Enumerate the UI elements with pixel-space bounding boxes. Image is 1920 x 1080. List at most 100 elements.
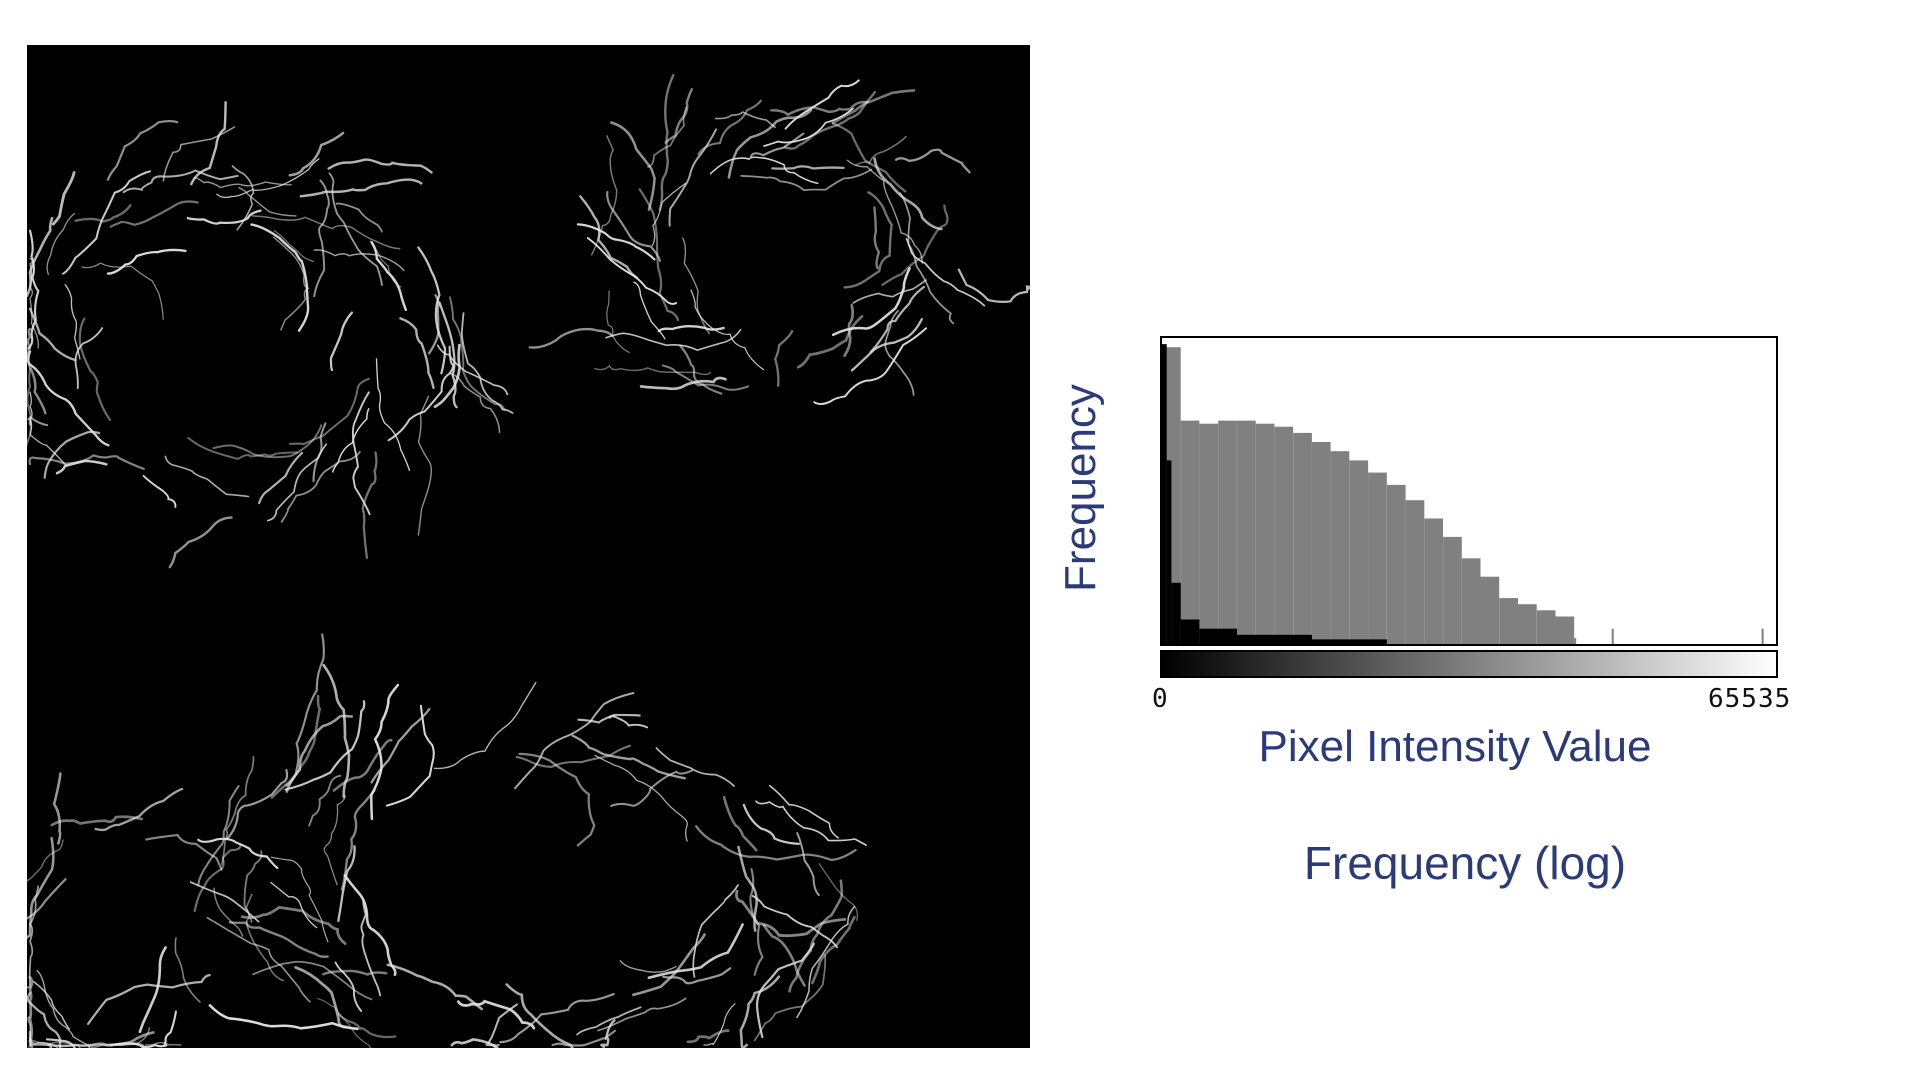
- mitochondrion-strand: [852, 279, 927, 304]
- mitochondrion-strand: [387, 345, 455, 442]
- mitochondrion-strand: [873, 157, 943, 231]
- mitochondrion-strand: [335, 202, 383, 233]
- mitochondrion-strand: [695, 825, 857, 862]
- mitochondrion-strand: [571, 734, 686, 780]
- mitochondrion-strand: [679, 344, 723, 395]
- mitochondrion-strand: [289, 377, 370, 446]
- mitochondrion-strand: [692, 884, 739, 978]
- mitochondrion-strand: [312, 422, 327, 483]
- intensity-gradient-bar: [1160, 650, 1778, 678]
- mitochondrion-strand: [36, 969, 91, 1048]
- mitochondrion-strand: [280, 451, 361, 523]
- mitochondrion-strand: [449, 372, 501, 434]
- mitochondrion-strand: [639, 376, 727, 391]
- mitochondrion-strand: [45, 1038, 77, 1048]
- mitochondrion-strand: [174, 937, 201, 1003]
- mitochondrion-strand: [221, 756, 255, 865]
- mitochondrion-strand: [285, 633, 325, 787]
- mitochondrion-strand: [768, 784, 839, 839]
- histogram-bar: [1255, 423, 1275, 644]
- histogram-bar: [1405, 500, 1425, 644]
- mitochondrion-strand: [664, 88, 694, 144]
- mitochondrion-strand: [751, 895, 838, 949]
- mitochondrion-strand: [240, 905, 347, 945]
- mitochondrion-strand: [436, 344, 509, 396]
- mitochondrion-strand: [905, 238, 986, 307]
- mitochondrion-strand: [212, 424, 323, 459]
- mitochondrion-strand: [258, 451, 304, 505]
- mitochondrion-strand: [74, 204, 132, 223]
- histogram-canvas: [1162, 344, 1764, 644]
- mitochondrion-strand: [270, 694, 322, 799]
- mitochondrion-strand: [288, 131, 345, 177]
- histogram-bar: [1218, 420, 1237, 644]
- mitochondrion-strand: [50, 815, 144, 827]
- log-frequency-caption: Frequency (log): [1303, 837, 1627, 889]
- mitochondrion-strand: [226, 768, 289, 840]
- mitochondria-network: [27, 74, 1030, 1048]
- log-histogram-bar: [1199, 628, 1237, 644]
- mitochondrion-strand: [27, 1016, 81, 1048]
- mitochondrion-strand: [633, 281, 666, 340]
- mitochondrion-strand: [32, 980, 71, 1030]
- histogram-bar: [1330, 451, 1350, 644]
- mitochondrion-strand: [783, 91, 876, 150]
- histogram-bar: [1386, 484, 1406, 644]
- log-histogram-bar: [1311, 639, 1387, 644]
- mitochondrion-strand: [763, 107, 854, 147]
- mitochondrion-strand: [86, 973, 211, 1026]
- mitochondrion-strand: [846, 159, 923, 264]
- mitochondrion-strand: [186, 209, 262, 225]
- log-histogram-bar: [1162, 344, 1167, 644]
- mitochondrion-strand: [843, 303, 855, 357]
- mitochondrion-strand: [109, 200, 199, 228]
- mitochondrion-strand: [894, 148, 971, 174]
- mitochondrion-strand: [216, 158, 320, 199]
- mitochondrion-strand: [28, 307, 77, 362]
- mitochondrion-strand: [690, 289, 765, 371]
- histogram-bar: [1293, 432, 1312, 644]
- mitochondrion-strand: [499, 992, 615, 1044]
- mitochondrion-strand: [773, 329, 794, 387]
- mitochondrion-strand: [784, 79, 860, 130]
- mitochondrion-strand: [605, 329, 742, 351]
- mitochondrion-strand: [668, 128, 718, 227]
- mitochondrion-strand: [245, 893, 284, 982]
- mitochondrion-strand: [28, 975, 34, 1048]
- mitochondrion-strand: [27, 367, 32, 447]
- mitochondrion-strand: [81, 262, 164, 320]
- mitochondrion-strand: [27, 229, 40, 350]
- mitochondrion-strand: [370, 683, 400, 821]
- histogram-bar: [1368, 472, 1387, 644]
- mitochondrion-strand: [755, 800, 867, 846]
- histogram-bar: [1311, 442, 1331, 644]
- mitochondrion-strand: [818, 863, 859, 921]
- mitochondrion-strand: [703, 1003, 736, 1046]
- mitochondrion-strand: [94, 787, 184, 832]
- histogram-plot: [1160, 336, 1778, 646]
- mitochondrion-strand: [771, 165, 845, 170]
- histogram-bar: [1237, 420, 1256, 644]
- mitochondrion-strand: [299, 178, 423, 198]
- mitochondrion-strand: [322, 969, 388, 976]
- mitochondrion-strand: [869, 285, 926, 354]
- mitochondrion-strand: [831, 89, 916, 125]
- mitochondrion-strand: [528, 327, 614, 349]
- mitochondrion-strand: [881, 204, 949, 286]
- mitochondrion-strand: [662, 967, 732, 985]
- mitochondrion-strand: [28, 454, 145, 470]
- mitochondrion-strand: [606, 290, 630, 354]
- mitochondrion-strand: [43, 430, 101, 479]
- mitochondrion-strand: [46, 212, 75, 276]
- mitochondrion-strand: [340, 789, 376, 891]
- mitochondrion-strand: [187, 436, 299, 460]
- mitochondrion-strand: [831, 122, 907, 193]
- mitochondrion-strand: [206, 916, 311, 1003]
- histogram-bar: [1424, 518, 1443, 644]
- mitochondrion-strand: [449, 296, 506, 412]
- mitochondrion-strand: [197, 837, 279, 870]
- mitochondrion-strand: [334, 961, 363, 1012]
- mitochondrion-strand: [576, 1006, 642, 1036]
- histogram-bar: [1199, 423, 1219, 644]
- histogram-bar: [1499, 598, 1518, 644]
